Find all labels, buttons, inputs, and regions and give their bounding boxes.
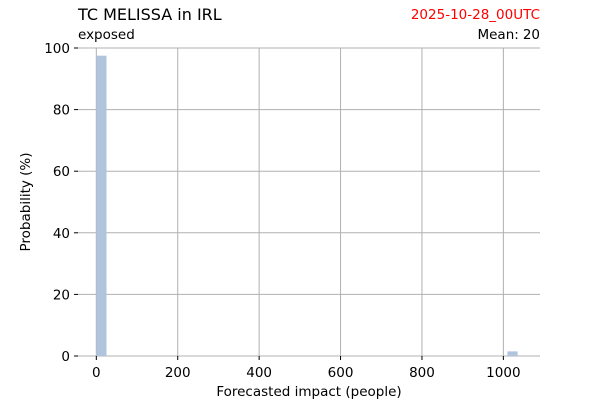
mean-label: Mean: bbox=[477, 27, 519, 43]
x-tick-label: 1000 bbox=[486, 365, 520, 381]
x-tick-label: 800 bbox=[409, 365, 435, 381]
x-tick-label: 600 bbox=[328, 365, 354, 381]
y-tick-label: 20 bbox=[53, 287, 70, 303]
histogram-bar bbox=[507, 351, 518, 356]
y-tick-label: 80 bbox=[53, 103, 70, 119]
grid-lines bbox=[78, 47, 540, 357]
y-tick-label: 40 bbox=[53, 226, 70, 242]
x-tick-label: 200 bbox=[165, 365, 191, 381]
mean-readout: Mean: 20 bbox=[473, 27, 540, 43]
histogram-bar bbox=[96, 55, 107, 356]
x-tick-label: 400 bbox=[246, 365, 272, 381]
y-tick-label: 60 bbox=[53, 164, 70, 180]
chart-title: TC MELISSA in IRL bbox=[78, 5, 222, 24]
forecast-date: 2025-10-28_00UTC bbox=[410, 7, 540, 23]
y-tick-label: 100 bbox=[44, 41, 70, 57]
y-tick-label: 0 bbox=[61, 349, 70, 365]
mean-value: 20 bbox=[522, 27, 540, 43]
y-axis-label: Probability (%) bbox=[18, 152, 34, 251]
x-axis-label: Forecasted impact (people) bbox=[216, 384, 401, 400]
histogram-bars bbox=[96, 55, 518, 356]
x-tick-label: 0 bbox=[92, 365, 101, 381]
chart-subtitle: exposed bbox=[78, 27, 135, 43]
